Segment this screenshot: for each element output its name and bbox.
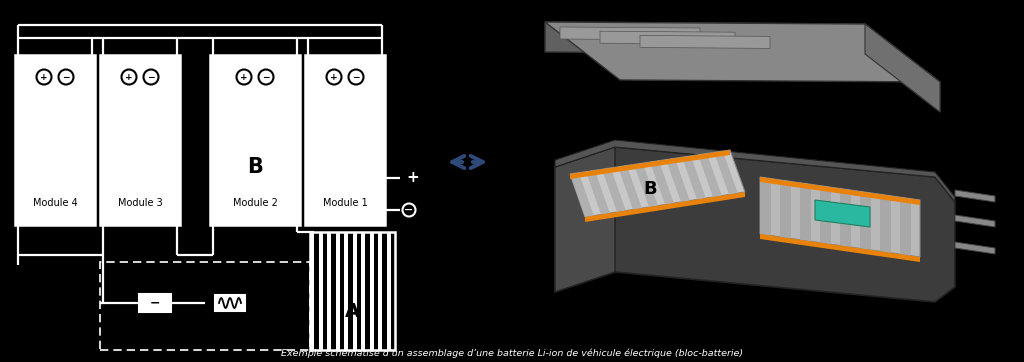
Text: −: − [352, 72, 359, 81]
Bar [310, 232, 395, 350]
Text: Module 1: Module 1 [323, 198, 368, 208]
Polygon shape [955, 190, 995, 202]
Bar [356, 232, 361, 350]
Text: −: − [62, 72, 70, 81]
Bar [15, 55, 95, 225]
Bar [310, 232, 314, 350]
Bar [366, 232, 370, 350]
Circle shape [402, 203, 416, 216]
Circle shape [237, 70, 252, 84]
Bar [374, 232, 378, 350]
Circle shape [58, 70, 74, 84]
Polygon shape [586, 170, 610, 215]
Polygon shape [865, 24, 940, 112]
Bar [327, 232, 331, 350]
Polygon shape [570, 173, 594, 217]
Text: Module 2: Module 2 [232, 198, 278, 208]
Polygon shape [955, 242, 995, 254]
Polygon shape [900, 197, 911, 256]
Bar [386, 232, 391, 350]
Polygon shape [560, 27, 700, 40]
Bar [323, 232, 327, 350]
Text: Module 4: Module 4 [33, 198, 78, 208]
Text: B: B [643, 180, 656, 198]
Polygon shape [640, 35, 770, 49]
Bar [336, 232, 340, 350]
Bar [331, 232, 336, 350]
Polygon shape [555, 147, 955, 302]
Polygon shape [650, 161, 674, 205]
Polygon shape [860, 191, 871, 250]
Circle shape [122, 70, 136, 84]
Polygon shape [555, 140, 955, 202]
Bar [139, 294, 171, 312]
Text: A: A [345, 302, 360, 321]
Text: +: + [330, 72, 338, 81]
Polygon shape [555, 147, 615, 292]
Text: +: + [241, 72, 248, 81]
Text: Exemple schématisé d’un assemblage d’une batterie Li-ion de véhicule électrique : Exemple schématisé d’un assemblage d’une… [281, 349, 743, 358]
Polygon shape [880, 194, 891, 253]
Bar [318, 232, 323, 350]
Bar [348, 232, 352, 350]
Polygon shape [682, 156, 706, 199]
Polygon shape [760, 234, 920, 262]
Text: −: − [147, 72, 155, 81]
Bar [100, 55, 180, 225]
Polygon shape [545, 22, 940, 82]
Bar [340, 232, 344, 350]
Polygon shape [634, 163, 657, 207]
Text: −: − [404, 205, 414, 215]
Polygon shape [618, 165, 642, 210]
Polygon shape [570, 150, 745, 217]
Bar [210, 55, 300, 225]
Bar [361, 232, 366, 350]
Circle shape [143, 70, 159, 84]
Circle shape [327, 70, 341, 84]
Polygon shape [820, 186, 831, 244]
Polygon shape [545, 22, 940, 112]
Bar [370, 232, 374, 350]
Polygon shape [760, 177, 771, 236]
Polygon shape [530, 7, 1010, 347]
Polygon shape [602, 168, 626, 212]
Text: −: − [262, 72, 269, 81]
Bar [391, 232, 395, 350]
Text: −: − [150, 296, 160, 310]
Polygon shape [815, 200, 870, 227]
Circle shape [258, 70, 273, 84]
Polygon shape [698, 153, 722, 197]
Polygon shape [840, 189, 851, 247]
Text: Module 3: Module 3 [118, 198, 163, 208]
Polygon shape [760, 177, 920, 205]
Bar [352, 232, 356, 350]
Polygon shape [666, 158, 690, 202]
Polygon shape [780, 180, 791, 239]
Polygon shape [585, 192, 745, 222]
Bar [382, 232, 386, 350]
Polygon shape [760, 177, 920, 257]
Polygon shape [955, 215, 995, 227]
Text: +: + [125, 72, 133, 81]
Bar [344, 232, 348, 350]
Bar [305, 55, 385, 225]
Polygon shape [800, 183, 811, 241]
Circle shape [37, 70, 51, 84]
Bar [215, 295, 245, 311]
Polygon shape [570, 150, 730, 179]
Bar [314, 232, 318, 350]
Bar [100, 262, 310, 350]
Circle shape [348, 70, 364, 84]
Text: B: B [247, 157, 263, 177]
Polygon shape [714, 151, 738, 194]
Text: +: + [406, 171, 419, 185]
Polygon shape [600, 31, 735, 44]
Text: +: + [40, 72, 48, 81]
Bar [378, 232, 382, 350]
